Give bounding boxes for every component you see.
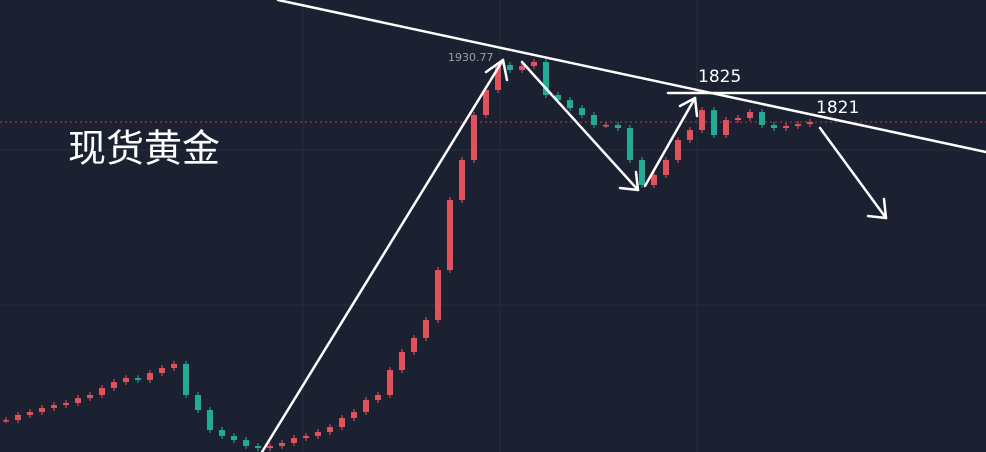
candle-body [327, 427, 333, 433]
candle-body [315, 432, 321, 436]
candle-body [363, 399, 369, 413]
candle-body [63, 403, 69, 406]
candle-body [447, 200, 453, 271]
candle-body [147, 372, 153, 380]
candle-body [195, 394, 201, 411]
candle-body [27, 412, 33, 415]
level-label: 1821 [816, 98, 859, 118]
candle-body [15, 414, 21, 421]
annotations [260, 0, 986, 452]
candle-body [615, 124, 621, 129]
arrow-head [618, 170, 640, 192]
candle-body [675, 139, 681, 160]
level-label: 1825 [698, 67, 741, 87]
candle-body [519, 66, 525, 70]
candle-body [639, 159, 645, 186]
candle-body [747, 111, 753, 118]
candle-body [795, 124, 801, 126]
candle-body [435, 270, 441, 321]
candle-body [783, 125, 789, 129]
candle-body [255, 446, 261, 449]
candle-body [543, 61, 549, 96]
candle-body [207, 410, 213, 430]
arrow [520, 60, 640, 192]
candle-body [471, 115, 477, 160]
candle-body [339, 418, 345, 428]
candle-body [51, 405, 57, 408]
candle-body [711, 110, 717, 136]
candle-body [423, 320, 429, 338]
candle-body [351, 412, 357, 419]
candle-body [399, 351, 405, 371]
arrow-head [866, 197, 888, 220]
candle-body [411, 337, 417, 352]
candle-body [291, 438, 297, 443]
candle-body [123, 378, 129, 383]
candle-body [111, 382, 117, 388]
candle-body [699, 110, 705, 131]
candle-body [627, 128, 633, 160]
candle-body [567, 100, 573, 109]
chart-title: 现货黄金 [68, 127, 220, 171]
candle-body [723, 119, 729, 136]
candle-body [663, 159, 669, 175]
candle-body [771, 124, 777, 129]
candle-body [303, 435, 309, 439]
candle-body [75, 398, 81, 404]
candle-body [495, 65, 501, 90]
candle-body [159, 368, 165, 373]
candle-body [687, 130, 693, 140]
candle-body [759, 111, 765, 125]
candle-body [591, 115, 597, 125]
candle-body [99, 387, 105, 395]
candle-body [531, 61, 537, 67]
candle-body [483, 89, 489, 116]
candles [3, 58, 813, 452]
arrow-head [678, 96, 699, 118]
candle-body [807, 122, 813, 125]
peak-label: 1930.77 [448, 51, 494, 64]
candle-body [135, 378, 141, 380]
candle-body [735, 117, 741, 120]
candle-body [267, 446, 273, 449]
candle-body [39, 407, 45, 413]
candle-body [459, 159, 465, 201]
candle-body [243, 440, 249, 447]
candle-body [603, 124, 609, 127]
candle-body [387, 370, 393, 395]
trend-line [276, 0, 986, 154]
arrow [643, 96, 697, 188]
candle-body [507, 65, 513, 70]
candle-body [555, 95, 561, 101]
arrow-head [484, 58, 509, 82]
candle-body [231, 435, 237, 441]
candle-body [651, 174, 657, 186]
candle-body [219, 429, 225, 436]
candle-body [171, 363, 177, 369]
arrow [260, 58, 505, 452]
candle-body [375, 394, 381, 400]
candle-body [87, 394, 93, 399]
candle-body [279, 442, 285, 447]
arrow [818, 126, 888, 220]
candle-body [3, 420, 9, 422]
candle-body [579, 108, 585, 116]
candle-body [183, 363, 189, 395]
